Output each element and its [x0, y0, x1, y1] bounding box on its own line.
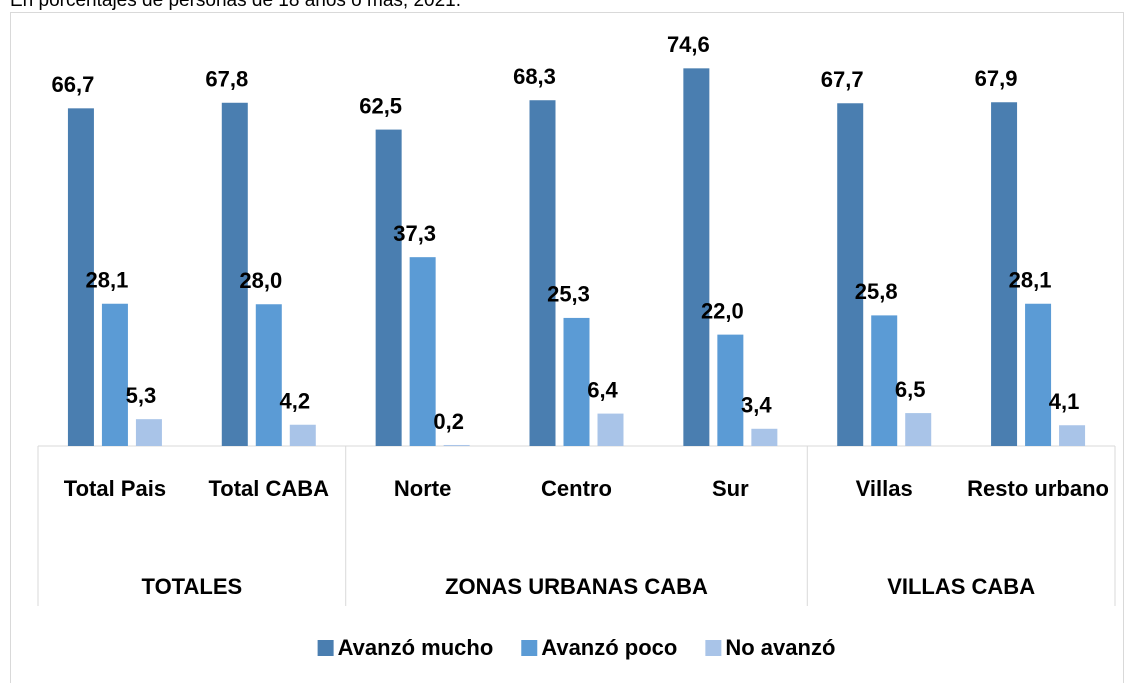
legend-swatch — [705, 640, 722, 656]
data-label: 25,8 — [855, 279, 898, 304]
chart-subtitle: En porcentajes de personas de 18 años o … — [10, 0, 461, 11]
data-label: 67,9 — [975, 66, 1018, 91]
x-tick-label: Villas — [856, 476, 913, 501]
bar — [529, 100, 556, 446]
bar — [563, 317, 590, 446]
data-label: 62,5 — [359, 93, 402, 118]
x-tick-label: Total CABA — [208, 476, 329, 501]
x-tick-label: Resto urbano — [967, 476, 1109, 501]
bar — [67, 108, 94, 447]
bar — [375, 129, 402, 446]
data-label: 6,4 — [587, 377, 618, 402]
bar — [443, 444, 470, 446]
bar — [837, 103, 864, 447]
data-label: 22,0 — [701, 298, 744, 323]
data-label: 67,7 — [821, 67, 864, 92]
bar — [905, 413, 932, 446]
data-label: 3,4 — [741, 393, 772, 418]
data-label: 0,2 — [433, 409, 464, 434]
bar — [597, 413, 624, 446]
bar — [1059, 425, 1086, 446]
data-label: 67,8 — [205, 67, 248, 92]
bar — [135, 419, 162, 446]
x-tick-label: Norte — [394, 476, 451, 501]
data-label: 37,3 — [393, 221, 436, 246]
bar — [101, 303, 128, 446]
bar — [1025, 303, 1052, 446]
legend-label: Avanzó poco — [541, 635, 677, 660]
data-label: 4,1 — [1049, 389, 1080, 414]
data-label: 5,3 — [126, 383, 157, 408]
data-label: 68,3 — [513, 64, 556, 89]
bar — [991, 102, 1018, 446]
x-tick-label: Centro — [541, 476, 612, 501]
x-tick-label: Total Pais — [64, 476, 166, 501]
legend-swatch — [317, 640, 334, 656]
data-label: 66,7 — [52, 72, 95, 97]
group-label: TOTALES — [142, 574, 243, 599]
bar — [255, 304, 282, 446]
bar — [717, 334, 744, 446]
legend-swatch — [521, 640, 538, 656]
legend: Avanzó mucho Avanzó poco No avanzó — [317, 635, 835, 660]
legend-label: Avanzó mucho — [338, 635, 494, 660]
data-label: 4,2 — [279, 389, 310, 414]
bar — [289, 424, 316, 446]
data-label: 28,1 — [86, 268, 129, 293]
legend-label: No avanzó — [725, 635, 835, 660]
data-label: 28,0 — [239, 268, 282, 293]
data-label: 74,6 — [667, 32, 710, 57]
data-label: 25,3 — [547, 282, 590, 307]
chart-border — [10, 12, 1124, 683]
bar — [751, 428, 778, 446]
group-label: ZONAS URBANAS CABA — [445, 574, 708, 599]
x-tick-label: Sur — [712, 476, 749, 501]
group-label: VILLAS CABA — [887, 574, 1035, 599]
bar — [871, 315, 898, 446]
data-label: 28,1 — [1009, 268, 1052, 293]
bar — [683, 68, 710, 447]
bar — [409, 257, 436, 446]
bar — [221, 102, 248, 446]
data-label: 6,5 — [895, 377, 926, 402]
